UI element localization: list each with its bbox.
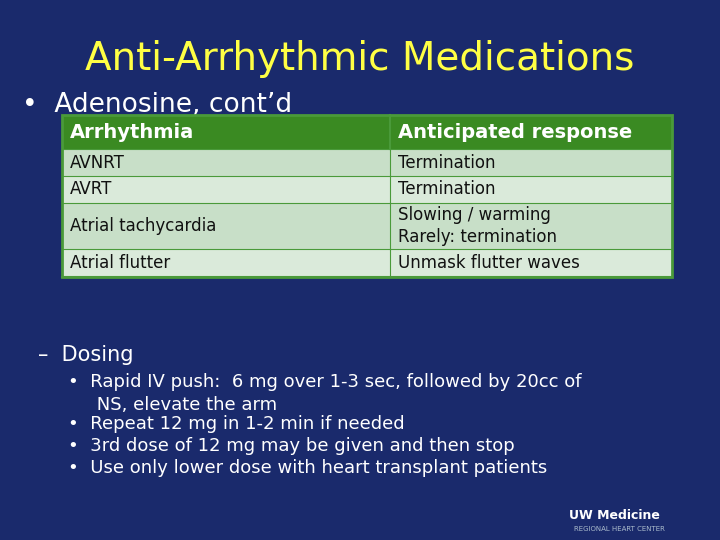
Text: •  Rapid IV push:  6 mg over 1-3 sec, followed by 20cc of
     NS, elevate the a: • Rapid IV push: 6 mg over 1-3 sec, foll… bbox=[68, 373, 582, 414]
Text: Anticipated response: Anticipated response bbox=[398, 123, 632, 141]
Text: Atrial tachycardia: Atrial tachycardia bbox=[70, 217, 217, 235]
Text: Termination: Termination bbox=[398, 180, 495, 199]
Text: AVRT: AVRT bbox=[70, 180, 112, 199]
Text: Anti-Arrhythmic Medications: Anti-Arrhythmic Medications bbox=[85, 40, 635, 78]
Text: Unmask flutter waves: Unmask flutter waves bbox=[398, 254, 580, 272]
Text: Termination: Termination bbox=[398, 153, 495, 172]
Text: REGIONAL HEART CENTER: REGIONAL HEART CENTER bbox=[574, 526, 665, 532]
Text: –  Dosing: – Dosing bbox=[38, 345, 133, 365]
Text: Slowing / warming
Rarely: termination: Slowing / warming Rarely: termination bbox=[398, 206, 557, 246]
Bar bbox=[62, 176, 672, 203]
Bar bbox=[62, 203, 672, 249]
Text: •  Repeat 12 mg in 1-2 min if needed: • Repeat 12 mg in 1-2 min if needed bbox=[68, 415, 405, 433]
Bar bbox=[62, 149, 672, 176]
Text: Arrhythmia: Arrhythmia bbox=[70, 123, 194, 141]
Bar bbox=[62, 115, 672, 149]
Text: UW Medicine: UW Medicine bbox=[569, 509, 660, 522]
Bar bbox=[62, 249, 672, 277]
Text: •  Adenosine, cont’d: • Adenosine, cont’d bbox=[22, 92, 292, 118]
Text: Atrial flutter: Atrial flutter bbox=[70, 254, 170, 272]
Text: •  3rd dose of 12 mg may be given and then stop: • 3rd dose of 12 mg may be given and the… bbox=[68, 437, 515, 455]
Text: •  Use only lower dose with heart transplant patients: • Use only lower dose with heart transpl… bbox=[68, 459, 547, 477]
Text: AVNRT: AVNRT bbox=[70, 153, 125, 172]
